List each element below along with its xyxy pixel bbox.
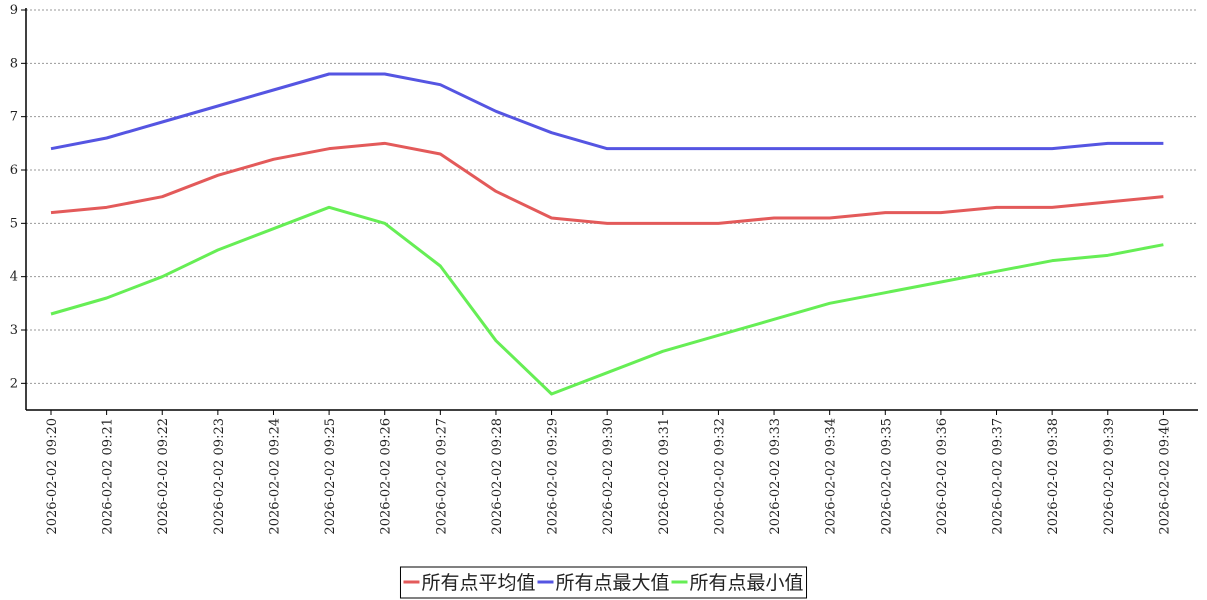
x-tick-label: 2026-02-02 09:22 <box>156 418 171 535</box>
x-tick-label: 2026-02-02 09:32 <box>712 418 727 535</box>
x-tick-label: 2026-02-02 09:40 <box>1157 418 1172 535</box>
x-tick-label: 2026-02-02 09:31 <box>657 418 672 535</box>
x-tick-label: 2026-02-02 09:23 <box>212 418 227 535</box>
x-tick-label: 2026-02-02 09:38 <box>1046 418 1061 535</box>
y-tick-label: 3 <box>10 323 18 338</box>
x-tick-label: 2026-02-02 09:39 <box>1102 418 1117 535</box>
x-tick-label: 2026-02-02 09:29 <box>546 418 561 535</box>
y-tick-label: 7 <box>10 110 18 125</box>
y-tick-label: 2 <box>10 376 18 391</box>
x-tick-label: 2026-02-02 09:35 <box>879 418 894 535</box>
y-tick-label: 9 <box>10 3 18 18</box>
series-line <box>50 141 1164 225</box>
x-tick-label: 2026-02-02 09:27 <box>434 418 449 535</box>
x-tick-label: 2026-02-02 09:24 <box>267 418 282 535</box>
x-tick-label: 2026-02-02 09:37 <box>991 418 1006 535</box>
x-tick-label: 2026-02-02 09:26 <box>379 418 394 535</box>
series-line <box>50 72 1164 151</box>
y-tick-label: 5 <box>10 216 18 231</box>
y-tick-label: 4 <box>10 270 18 285</box>
series-line <box>50 205 1164 396</box>
legend-label: 所有点最大值 <box>555 572 669 594</box>
x-tick-label: 2026-02-02 09:25 <box>323 418 338 535</box>
y-tick-label: 8 <box>10 56 18 71</box>
x-tick-label: 2026-02-02 09:30 <box>601 418 616 535</box>
legend-label: 所有点平均值 <box>421 572 535 594</box>
legend-box <box>399 566 808 599</box>
x-tick-label: 2026-02-02 09:20 <box>45 418 60 535</box>
x-tick-label: 2026-02-02 09:21 <box>101 418 116 535</box>
legend-label: 所有点最小值 <box>690 572 804 594</box>
x-tick-label: 2026-02-02 09:33 <box>768 418 783 535</box>
x-tick-label: 2026-02-02 09:36 <box>935 418 950 535</box>
x-tick-label: 2026-02-02 09:34 <box>824 418 839 535</box>
y-tick-label: 6 <box>10 163 18 178</box>
x-tick-label: 2026-02-02 09:28 <box>490 418 505 535</box>
